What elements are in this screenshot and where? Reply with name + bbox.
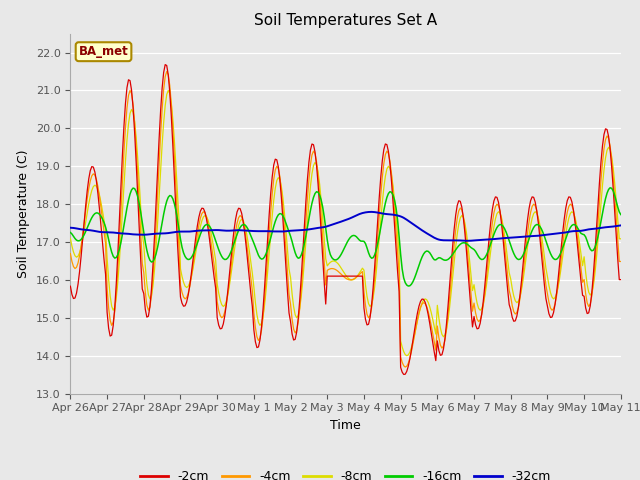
Y-axis label: Soil Temperature (C): Soil Temperature (C) [17, 149, 30, 278]
X-axis label: Time: Time [330, 419, 361, 432]
Title: Soil Temperatures Set A: Soil Temperatures Set A [254, 13, 437, 28]
Text: BA_met: BA_met [79, 45, 129, 58]
Legend: -2cm, -4cm, -8cm, -16cm, -32cm: -2cm, -4cm, -8cm, -16cm, -32cm [135, 465, 556, 480]
